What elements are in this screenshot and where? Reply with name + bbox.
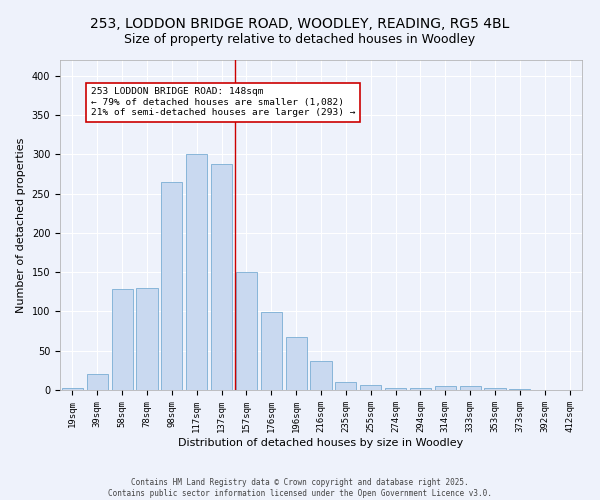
Bar	[261, 312, 282, 390]
X-axis label: Distribution of detached houses by size in Woodley: Distribution of detached houses by size …	[178, 438, 464, 448]
Bar	[236, 272, 257, 390]
Bar	[460, 386, 481, 390]
Bar	[211, 164, 232, 390]
Text: Contains HM Land Registry data © Crown copyright and database right 2025.
Contai: Contains HM Land Registry data © Crown c…	[108, 478, 492, 498]
Bar	[186, 154, 207, 390]
Bar	[360, 386, 381, 390]
Bar	[286, 336, 307, 390]
Bar	[161, 182, 182, 390]
Bar	[112, 290, 133, 390]
Text: 253 LODDON BRIDGE ROAD: 148sqm
← 79% of detached houses are smaller (1,082)
21% : 253 LODDON BRIDGE ROAD: 148sqm ← 79% of …	[91, 88, 356, 118]
Bar	[87, 374, 108, 390]
Y-axis label: Number of detached properties: Number of detached properties	[16, 138, 26, 312]
Bar	[136, 288, 158, 390]
Bar	[410, 388, 431, 390]
Bar	[484, 388, 506, 390]
Bar	[335, 382, 356, 390]
Bar	[310, 361, 332, 390]
Bar	[435, 386, 456, 390]
Text: 253, LODDON BRIDGE ROAD, WOODLEY, READING, RG5 4BL: 253, LODDON BRIDGE ROAD, WOODLEY, READIN…	[91, 18, 509, 32]
Bar	[62, 388, 83, 390]
Bar	[385, 388, 406, 390]
Bar	[509, 389, 530, 390]
Text: Size of property relative to detached houses in Woodley: Size of property relative to detached ho…	[124, 32, 476, 46]
